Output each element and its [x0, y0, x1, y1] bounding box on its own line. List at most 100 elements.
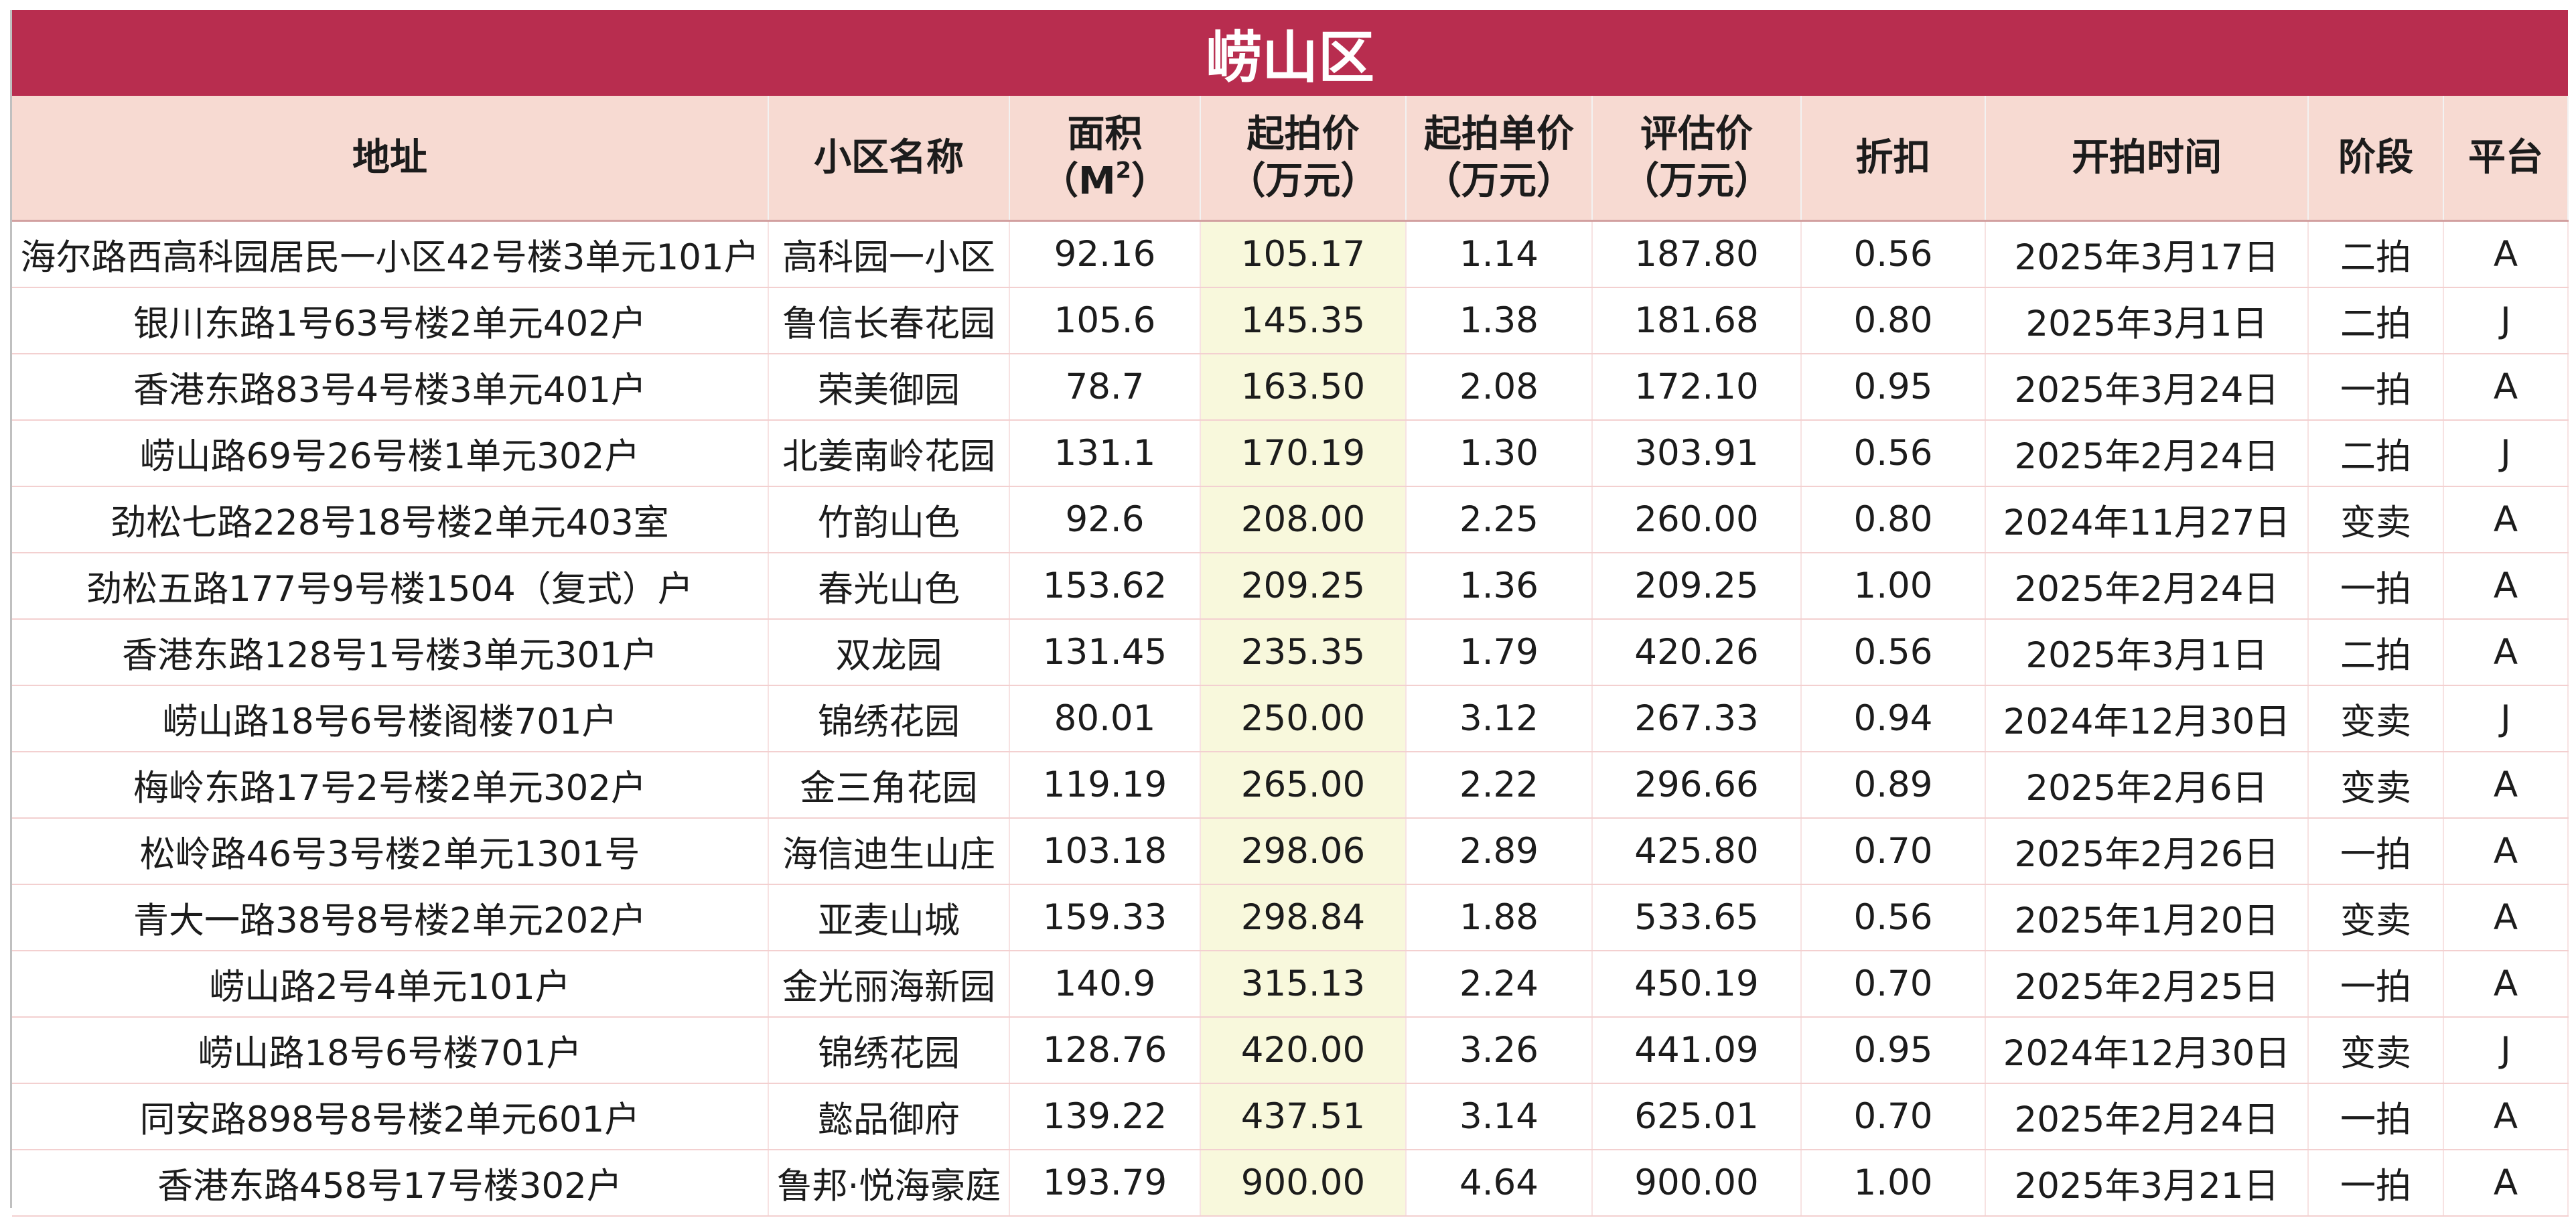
cell-stage[interactable]: 变卖	[2308, 1017, 2444, 1084]
cell-discount[interactable]: 0.95	[1801, 354, 1986, 421]
cell-address[interactable]: 劲松七路228号18号楼2单元403室	[12, 486, 769, 553]
cell-stage[interactable]: 一拍	[2308, 818, 2444, 885]
cell-appraisal[interactable]: 303.91	[1592, 420, 1802, 487]
cell-unit-price[interactable]: 1.14	[1406, 220, 1593, 288]
cell-area[interactable]: 92.16	[1009, 220, 1201, 288]
cell-start-price[interactable]: 163.50	[1200, 354, 1407, 421]
cell-discount[interactable]: 0.56	[1801, 619, 1986, 686]
cell-auction-time[interactable]: 2025年2月26日	[1985, 818, 2309, 885]
cell-start-price[interactable]: 900.00	[1200, 1150, 1407, 1217]
cell-community[interactable]: 高科园一小区	[768, 220, 1010, 288]
cell-stage[interactable]: 变卖	[2308, 685, 2444, 752]
cell-unit-price[interactable]: 3.26	[1406, 1017, 1593, 1084]
cell-area[interactable]: 159.33	[1009, 884, 1201, 951]
cell-auction-time[interactable]: 2024年12月30日	[1985, 685, 2309, 752]
cell-area[interactable]: 78.7	[1009, 354, 1201, 421]
cell-start-price[interactable]: 235.35	[1200, 619, 1407, 686]
cell-appraisal[interactable]: 625.01	[1592, 1083, 1802, 1150]
cell-auction-time[interactable]: 2025年2月24日	[1985, 1083, 2309, 1150]
cell-community[interactable]: 海信迪生山庄	[768, 818, 1010, 885]
cell-discount[interactable]: 0.95	[1801, 1017, 1986, 1084]
cell-discount[interactable]: 0.70	[1801, 818, 1986, 885]
cell-stage[interactable]: 二拍	[2308, 420, 2444, 487]
cell-stage[interactable]: 一拍	[2308, 553, 2444, 620]
cell-appraisal[interactable]: 533.65	[1592, 884, 1802, 951]
cell-discount[interactable]: 0.89	[1801, 752, 1986, 819]
cell-community[interactable]: 鲁信长春花园	[768, 287, 1010, 354]
cell-start-price[interactable]: 298.84	[1200, 884, 1407, 951]
cell-address[interactable]: 崂山路69号26号楼1单元302户	[12, 420, 769, 487]
cell-stage[interactable]: 二拍	[2308, 619, 2444, 686]
cell-community[interactable]: 亚麦山城	[768, 884, 1010, 951]
cell-stage[interactable]: 变卖	[2308, 486, 2444, 553]
cell-start-price[interactable]: 145.35	[1200, 287, 1407, 354]
cell-address[interactable]: 香港东路83号4号楼3单元401户	[12, 354, 769, 421]
header-area[interactable]: 面积 （M2）	[1009, 96, 1201, 222]
cell-discount[interactable]: 0.70	[1801, 951, 1986, 1018]
cell-address[interactable]: 海尔路西高科园居民一小区42号楼3单元101户	[12, 220, 769, 288]
cell-platform[interactable]: A	[2443, 884, 2569, 951]
cell-unit-price[interactable]: 3.12	[1406, 685, 1593, 752]
cell-area[interactable]: 128.76	[1009, 1017, 1201, 1084]
header-auction-time[interactable]: 开拍时间	[1985, 96, 2309, 222]
cell-community[interactable]: 竹韵山色	[768, 486, 1010, 553]
cell-auction-time[interactable]: 2025年1月20日	[1985, 884, 2309, 951]
cell-auction-time[interactable]: 2025年2月24日	[1985, 420, 2309, 487]
cell-unit-price[interactable]: 3.14	[1406, 1083, 1593, 1150]
cell-unit-price[interactable]: 1.36	[1406, 553, 1593, 620]
cell-platform[interactable]: J	[2443, 1017, 2569, 1084]
cell-unit-price[interactable]: 4.64	[1406, 1150, 1593, 1217]
cell-platform[interactable]: A	[2443, 752, 2569, 819]
cell-unit-price[interactable]: 1.30	[1406, 420, 1593, 487]
cell-address[interactable]: 梅岭东路17号2号楼2单元302户	[12, 752, 769, 819]
header-unit-price[interactable]: 起拍单价 （万元）	[1406, 96, 1593, 222]
cell-discount[interactable]: 0.94	[1801, 685, 1986, 752]
cell-platform[interactable]: A	[2443, 354, 2569, 421]
cell-platform[interactable]: A	[2443, 1083, 2569, 1150]
cell-address[interactable]: 香港东路128号1号楼3单元301户	[12, 619, 769, 686]
cell-unit-price[interactable]: 2.08	[1406, 354, 1593, 421]
cell-appraisal[interactable]: 181.68	[1592, 287, 1802, 354]
cell-appraisal[interactable]: 900.00	[1592, 1150, 1802, 1217]
cell-discount[interactable]: 0.70	[1801, 1083, 1986, 1150]
cell-area[interactable]: 80.01	[1009, 685, 1201, 752]
cell-start-price[interactable]: 265.00	[1200, 752, 1407, 819]
cell-discount[interactable]: 1.00	[1801, 553, 1986, 620]
cell-platform[interactable]: A	[2443, 619, 2569, 686]
cell-start-price[interactable]: 209.25	[1200, 553, 1407, 620]
cell-auction-time[interactable]: 2025年2月6日	[1985, 752, 2309, 819]
cell-address[interactable]: 银川东路1号63号楼2单元402户	[12, 287, 769, 354]
header-platform[interactable]: 平台	[2443, 96, 2569, 222]
cell-area[interactable]: 105.6	[1009, 287, 1201, 354]
cell-discount[interactable]: 0.56	[1801, 220, 1986, 288]
cell-stage[interactable]: 变卖	[2308, 884, 2444, 951]
cell-platform[interactable]: A	[2443, 486, 2569, 553]
cell-start-price[interactable]: 170.19	[1200, 420, 1407, 487]
cell-area[interactable]: 153.62	[1009, 553, 1201, 620]
header-stage[interactable]: 阶段	[2308, 96, 2444, 222]
cell-auction-time[interactable]: 2024年11月27日	[1985, 486, 2309, 553]
cell-auction-time[interactable]: 2024年12月30日	[1985, 1017, 2309, 1084]
cell-area[interactable]: 131.1	[1009, 420, 1201, 487]
cell-platform[interactable]: A	[2443, 1150, 2569, 1217]
cell-auction-time[interactable]: 2025年2月25日	[1985, 951, 2309, 1018]
header-discount[interactable]: 折扣	[1801, 96, 1986, 222]
cell-address[interactable]: 松岭路46号3号楼2单元1301号	[12, 818, 769, 885]
cell-community[interactable]: 金光丽海新园	[768, 951, 1010, 1018]
cell-start-price[interactable]: 315.13	[1200, 951, 1407, 1018]
cell-auction-time[interactable]: 2025年3月21日	[1985, 1150, 2309, 1217]
cell-community[interactable]: 锦绣花园	[768, 1017, 1010, 1084]
cell-area[interactable]: 139.22	[1009, 1083, 1201, 1150]
cell-start-price[interactable]: 250.00	[1200, 685, 1407, 752]
cell-stage[interactable]: 一拍	[2308, 1083, 2444, 1150]
cell-discount[interactable]: 1.00	[1801, 1150, 1986, 1217]
cell-address[interactable]: 崂山路18号6号楼701户	[12, 1017, 769, 1084]
cell-appraisal[interactable]: 260.00	[1592, 486, 1802, 553]
cell-platform[interactable]: A	[2443, 220, 2569, 288]
cell-unit-price[interactable]: 1.38	[1406, 287, 1593, 354]
cell-unit-price[interactable]: 1.79	[1406, 619, 1593, 686]
cell-auction-time[interactable]: 2025年3月17日	[1985, 220, 2309, 288]
cell-platform[interactable]: J	[2443, 420, 2569, 487]
cell-discount[interactable]: 0.56	[1801, 884, 1986, 951]
cell-appraisal[interactable]: 441.09	[1592, 1017, 1802, 1084]
